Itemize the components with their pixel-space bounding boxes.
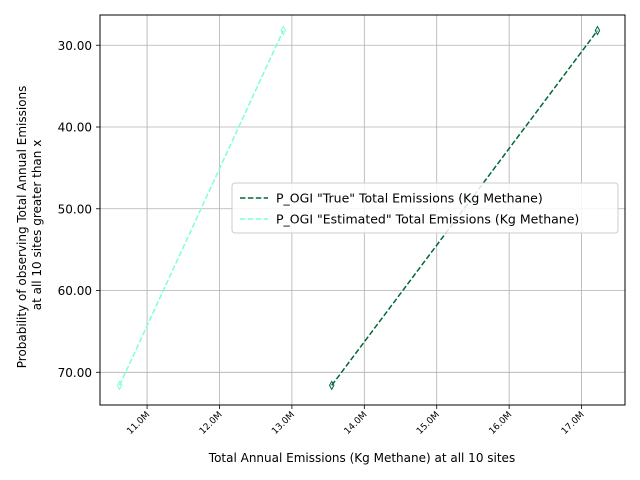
x-tick-label: 15.0M <box>415 410 442 437</box>
y-tick-label: 60.00 <box>58 284 92 298</box>
legend-label-estimated: P_OGI "Estimated" Total Emissions (Kg Me… <box>276 212 579 227</box>
x-tick-label: 13.0M <box>270 410 297 437</box>
x-tick-label: 11.0M <box>125 410 152 437</box>
data-point-marker <box>280 25 286 36</box>
series-line-1 <box>118 30 284 386</box>
x-axis-label: Total Annual Emissions (Kg Methane) at a… <box>208 451 515 465</box>
y-axis-label-line1: Probability of observing Total Annual Em… <box>15 86 29 369</box>
x-tick-label: 14.0M <box>343 410 370 437</box>
data-point-marker <box>116 380 123 391</box>
x-tick-label: 16.0M <box>488 410 515 437</box>
y-tick-label: 30.00 <box>58 39 92 53</box>
data-point-marker <box>594 25 601 36</box>
y-tick-label: 70.00 <box>58 366 92 380</box>
y-axis-label-line2: at all 10 sites greater than x <box>30 140 44 311</box>
y-tick-label: 50.00 <box>58 202 92 216</box>
x-tick-label: 12.0M <box>198 410 225 437</box>
legend: P_OGI "True" Total Emissions (Kg Methane… <box>231 182 619 234</box>
plot-frame <box>99 14 626 406</box>
y-axis-label: Probability of observing Total Annual Em… <box>15 82 44 368</box>
ticks: 11.0M 12.0M 13.0M 14.0M 15.0M 16.0M 17.0M 30.00… <box>58 39 587 437</box>
data-point-marker <box>328 380 335 391</box>
legend-box <box>231 182 619 234</box>
y-tick-label: 40.00 <box>58 121 92 135</box>
x-tick-label: 17.0M <box>560 410 587 437</box>
legend-label-true: P_OGI "True" Total Emissions (Kg Methane… <box>276 191 543 206</box>
